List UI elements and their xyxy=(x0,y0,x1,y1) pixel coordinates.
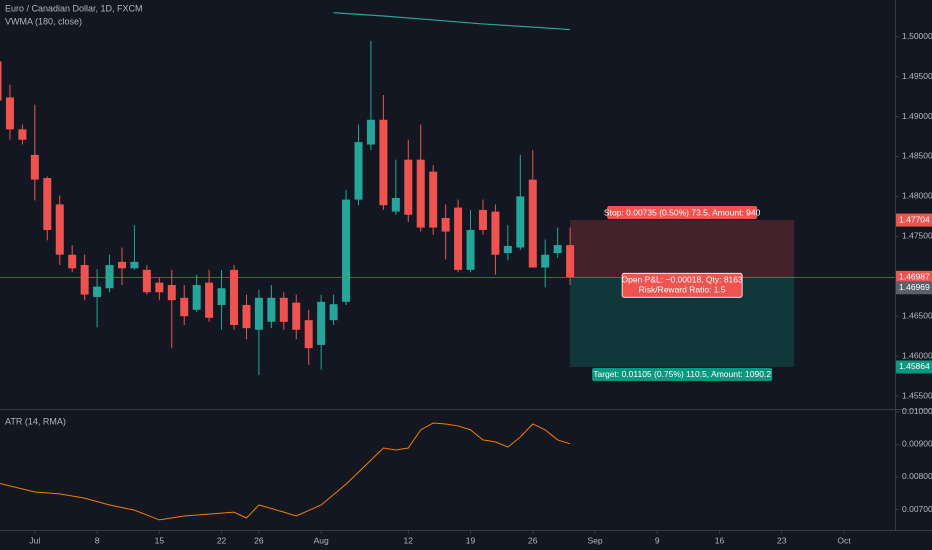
y-tick-label: 1.47500 xyxy=(902,231,932,241)
current-price-tag: 1.46969 xyxy=(899,282,930,292)
x-tick-label: Jul xyxy=(29,535,40,545)
candle-body xyxy=(5,97,14,130)
candle-body xyxy=(342,199,351,302)
candle-body xyxy=(366,119,375,145)
candle-body xyxy=(205,282,214,318)
candle-body xyxy=(404,159,413,215)
candle-body xyxy=(441,217,450,232)
y-tick-label: 0.00900 xyxy=(902,439,932,449)
candle-body xyxy=(304,320,313,349)
candle-body xyxy=(230,269,239,325)
y-tick-label: 1.49000 xyxy=(902,111,932,121)
y-tick-label: 0.00800 xyxy=(902,471,932,481)
x-tick-label: 8 xyxy=(95,535,100,545)
candle-body xyxy=(391,198,400,212)
candle-body xyxy=(80,265,89,295)
candle-body xyxy=(254,297,263,330)
vwma-line xyxy=(333,12,571,31)
x-tick-label: 15 xyxy=(155,535,165,545)
candle-body xyxy=(18,129,27,140)
candle-body xyxy=(503,245,512,254)
pnl-label: Open P&L: −0.00018, Qty: 8163 xyxy=(622,275,743,285)
candle-body xyxy=(466,229,475,270)
candle-body xyxy=(117,261,126,269)
y-tick-label: 1.48000 xyxy=(902,191,932,201)
x-tick-label: 12 xyxy=(404,535,414,545)
x-tick-label: 16 xyxy=(715,535,725,545)
plot-layer: 1.50000 1.49500 1.49000 1.48500 1.48000 1.475… xyxy=(0,12,932,545)
stop-label-box xyxy=(607,206,758,220)
target-label: Target: 0.01105 (0.75%) 110.5, Amount: 1… xyxy=(593,369,771,379)
y-tick-label: 1.50000 xyxy=(902,31,932,41)
candle-body xyxy=(180,297,189,317)
target-label-box xyxy=(592,367,773,381)
y-tick-label: 1.46500 xyxy=(902,310,932,320)
candle-body xyxy=(267,297,276,322)
stop-price-tag: 1.47704 xyxy=(899,214,930,224)
candle-body xyxy=(105,265,114,289)
stop-price-tag-box xyxy=(896,213,932,227)
candle-body xyxy=(68,254,77,269)
candle-body xyxy=(55,204,64,255)
candle-body xyxy=(379,119,388,206)
x-tick-label: 9 xyxy=(655,535,660,545)
candle-body xyxy=(30,154,39,180)
x-tick-label: 26 xyxy=(254,535,264,545)
target-price-tag: 1.45864 xyxy=(899,361,930,371)
candle-body xyxy=(516,196,525,248)
candle-body xyxy=(155,282,164,293)
x-tick-label: 22 xyxy=(217,535,227,545)
candle-body xyxy=(192,285,201,310)
candle-body xyxy=(329,304,338,321)
y-tick-label: 1.48500 xyxy=(902,151,932,161)
ratio-label: Risk/Reward Ratio: 1.5 xyxy=(639,285,726,295)
candle-body xyxy=(217,288,226,306)
candle-body xyxy=(541,254,550,268)
entry-price-tag: 1.46987 xyxy=(899,272,930,282)
y-tick-label: 1.49500 xyxy=(902,71,932,81)
stop-label: Stop: 0.00735 (0.50%) 73.5, Amount: 940 xyxy=(604,207,761,217)
x-tick-label: 23 xyxy=(777,535,787,545)
candle-body xyxy=(292,302,301,330)
stop-zone xyxy=(570,220,795,278)
candle-body xyxy=(354,142,363,200)
candle-body xyxy=(130,261,139,269)
candle-body xyxy=(43,178,52,230)
candle-body xyxy=(528,179,537,268)
candle-body xyxy=(491,211,500,255)
y-tick-label: 1.46000 xyxy=(902,350,932,360)
candle-body xyxy=(429,171,438,228)
indicator-legend: VWMA (180, close) xyxy=(5,16,82,26)
atr-line xyxy=(0,422,571,521)
current-price-tag-box xyxy=(896,281,932,295)
symbol-title: Euro / Canadian Dollar, 1D, FXCM xyxy=(5,3,143,13)
candle-body xyxy=(317,301,326,345)
y-tick-label: 1.45500 xyxy=(902,390,932,400)
candle-body xyxy=(167,285,176,301)
candle-body xyxy=(416,159,425,228)
target-price-tag-box xyxy=(896,360,932,374)
y-tick-label: 0.00700 xyxy=(902,504,932,514)
x-tick-label: Sep xyxy=(587,535,602,545)
pnl-label-box xyxy=(621,272,743,298)
atr-title: ATR (14, RMA) xyxy=(5,416,66,426)
candle-body xyxy=(0,61,2,101)
entry-price-tag-box xyxy=(896,270,932,284)
x-tick-label: Oct xyxy=(837,535,851,545)
candle-body xyxy=(566,245,575,278)
x-tick-label: Aug xyxy=(314,535,329,545)
candle-body xyxy=(478,209,487,230)
candle-body xyxy=(553,245,562,254)
candle-body xyxy=(454,207,463,270)
candle-body xyxy=(242,305,251,329)
candle-body xyxy=(279,297,288,322)
x-tick-label: 26 xyxy=(528,535,538,545)
x-tick-label: 19 xyxy=(466,535,476,545)
y-tick-label: 0.01000 xyxy=(902,406,932,416)
candle-body xyxy=(93,286,102,298)
candle-body xyxy=(142,269,151,293)
